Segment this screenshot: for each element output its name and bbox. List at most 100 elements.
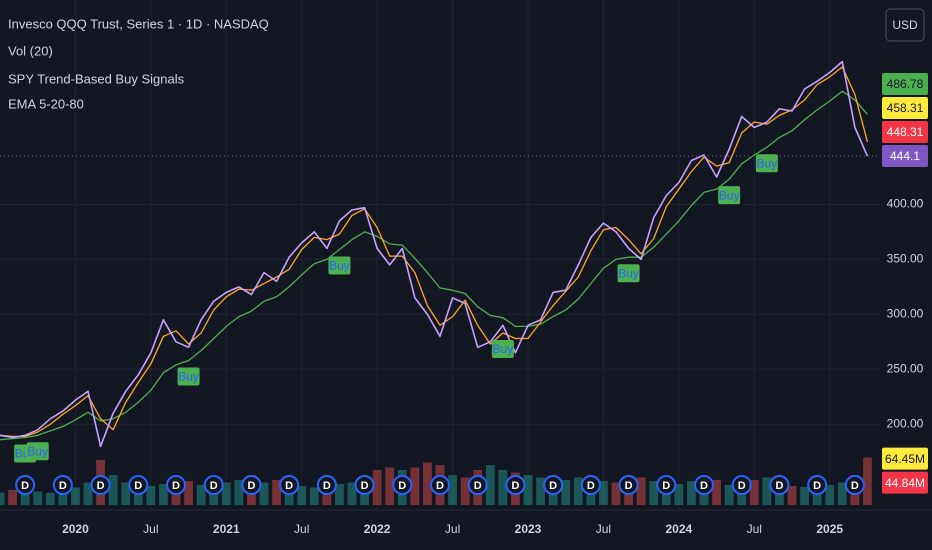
dividend-label: D [813,480,821,492]
volume-label-box [882,471,928,494]
dividend-marker [807,475,828,495]
dividend-marker [580,475,601,495]
volume-bar [133,485,143,505]
currency-label[interactable]: USD [892,18,918,32]
series-line [0,90,868,441]
buy-label: Buy [618,266,639,280]
volume-bar [825,485,835,505]
buy-label: Buy [493,342,514,356]
dividend-label: D [738,480,746,492]
y-tick-label: 350.00 [887,252,924,266]
price-label-box [882,144,928,167]
volume-bar [498,470,508,505]
volume-bar [649,481,659,505]
dividend-marker [241,475,262,495]
dividend-label: D [59,480,67,492]
volume-bar [372,470,382,505]
dividend-marker [656,475,677,495]
price-label: 444.1 [890,149,920,163]
dividend-label: D [775,480,783,492]
volume-bar [385,467,395,505]
x-tick-label: 2025 [816,522,843,536]
buy-label: Buy [27,444,48,458]
dividend-marker [467,475,488,495]
volume-bar [762,477,772,505]
volume-bar [209,486,219,505]
dividend-label: D [549,480,557,492]
price-label: 448.31 [887,125,924,139]
price-label: 486.78 [887,77,924,91]
volume-bar [573,477,583,505]
volume-bar [0,492,5,505]
volume-label: 44.84M [885,476,925,490]
volume-bar [787,486,797,505]
volume-bar [83,482,93,505]
x-tick-label: Jul [445,522,460,536]
chart-title: Invesco QQQ Trust, Series 1 · 1D · NASDA… [8,16,269,31]
y-tick-label: 400.00 [887,197,924,211]
volume-bar [636,477,646,505]
dividend-marker [15,475,36,495]
currency-button[interactable] [885,8,925,42]
volume-bar [45,493,55,505]
dividend-label: D [851,480,859,492]
price-label-box [882,72,928,95]
volume-bar [259,482,269,505]
dividend-label: D [398,480,406,492]
volume-bar [58,492,68,505]
volume-bar [611,482,621,505]
buy-marker [328,256,351,275]
volume-bar [837,482,847,505]
dividend-label: D [172,480,180,492]
buy-marker [718,186,741,205]
x-tick-label: Jul [747,522,762,536]
x-tick-label: Jul [143,522,158,536]
dividend-label: D [134,480,142,492]
dividend-label: D [436,480,444,492]
volume-bar [184,481,193,505]
dividend-marker [52,475,73,495]
x-tick-label: 2024 [666,522,693,536]
volume-bar [561,480,571,505]
buy-marker [755,154,778,173]
dividend-label: D [662,480,670,492]
buy-marker [26,442,49,461]
dividend-label: D [21,480,29,492]
volume-bar [234,480,244,505]
indicator-label: SPY Trend-Based Buy Signals [8,71,185,86]
dividend-label: D [210,480,218,492]
volume-bar [146,486,156,505]
volume-bar [599,481,608,505]
dividend-marker [392,475,413,495]
buy-marker [491,340,514,359]
dividend-label: D [323,480,331,492]
x-tick-label: 2023 [515,522,542,536]
dividend-label: D [700,480,708,492]
dividend-marker [769,475,790,495]
dividend-marker [128,475,149,495]
x-tick-label: Jul [294,522,309,536]
x-tick-label: 2021 [213,522,240,536]
volume-bar [121,482,131,505]
y-tick-label: 250.00 [887,361,924,375]
volume-bar [108,475,118,505]
volume-label: 64.45M [885,452,925,466]
dividend-label: D [285,480,293,492]
volume-bar [221,482,231,505]
x-tick-label: 2022 [364,522,391,536]
volume-bar [347,482,357,505]
volume-bar [523,475,533,505]
y-tick-label: 200.00 [887,416,924,430]
dividend-marker [316,475,337,495]
dividend-marker [166,475,186,495]
volume-bar [159,484,168,505]
price-label: 458.31 [887,101,924,115]
buy-marker [177,367,200,386]
volume-bar [272,480,281,505]
dividend-marker [203,475,224,495]
volume-bar [800,487,809,505]
x-tick-label: 2020 [62,522,89,536]
volume-bar [448,475,457,505]
